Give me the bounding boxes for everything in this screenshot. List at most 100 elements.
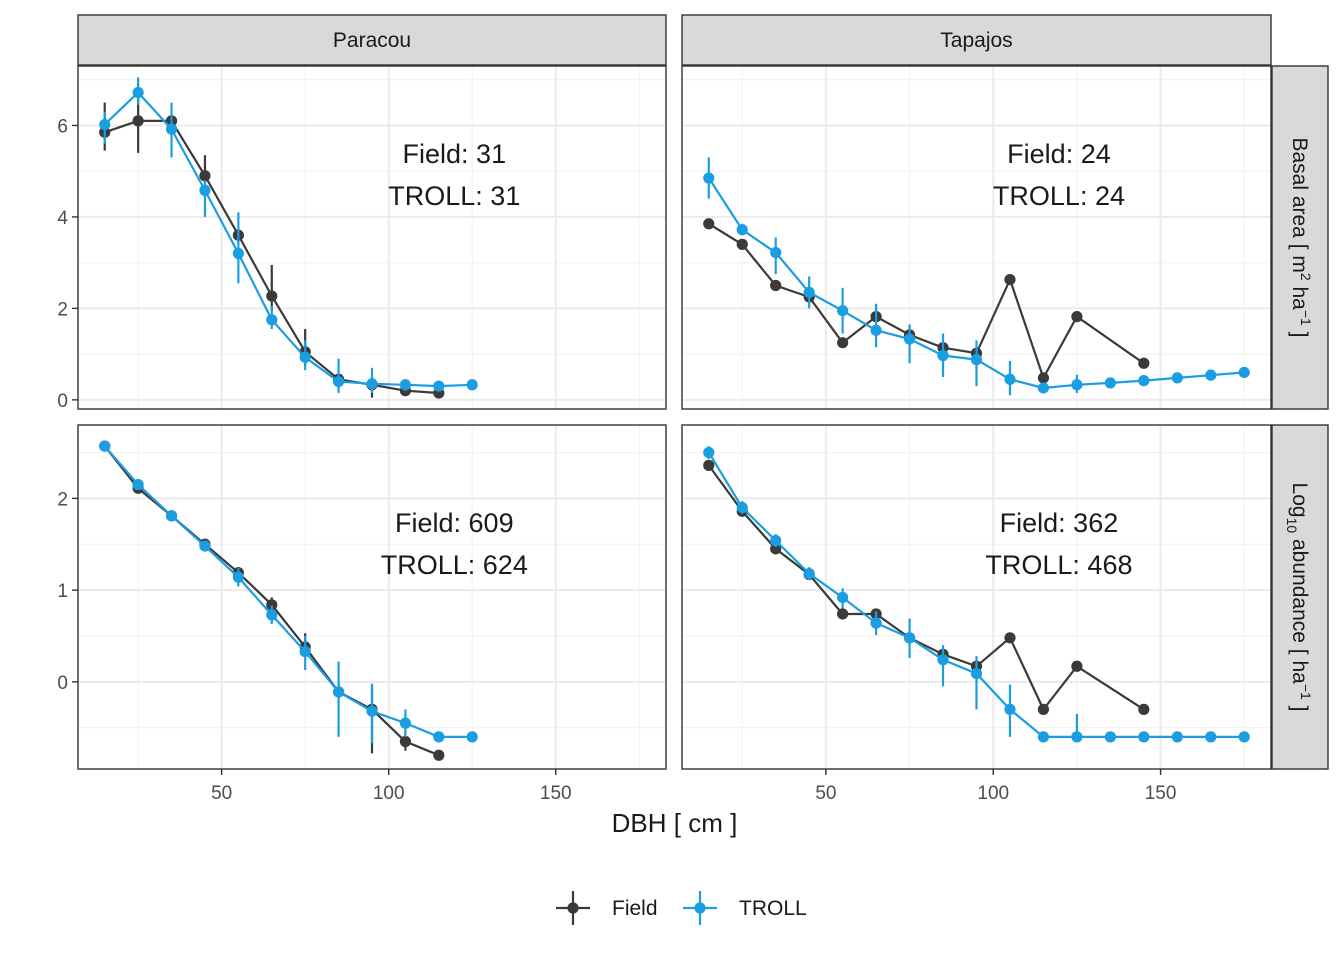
panel-border (681, 424, 1272, 770)
data-point-troll (770, 534, 782, 547)
data-point-troll (1004, 703, 1016, 715)
data-point-troll (937, 349, 949, 362)
data-point-field (837, 337, 849, 349)
data-point-field (266, 599, 278, 611)
legend-item-field: Field (556, 891, 658, 925)
x-tick-label: 50 (815, 783, 836, 804)
facet-strip-top (681, 14, 1272, 66)
strip-layer: Paracou Tapajos Basal area [ m2 ha−1 ] Log1… (77, 14, 1329, 770)
data-point-troll (332, 686, 345, 698)
legend-label: Field (612, 897, 658, 920)
data-point-troll (433, 380, 445, 392)
x-tick-label: 150 (1145, 783, 1177, 804)
data-point-field (1004, 632, 1016, 644)
data-point-field (703, 218, 715, 230)
data-point-field (1138, 357, 1150, 369)
panel-border (681, 65, 1272, 410)
data-point-field (770, 543, 782, 555)
x-axis-title: DBH [ cm ] (612, 808, 738, 838)
panel-annotation: Field: 362 (1000, 508, 1119, 538)
panel-background (78, 66, 666, 409)
panel-border (77, 424, 667, 770)
frame-layer (77, 65, 1272, 770)
data-point-troll (736, 501, 748, 514)
data-point-troll (903, 333, 916, 345)
data-point-troll (736, 224, 748, 236)
panel-background (682, 425, 1271, 769)
data-point-troll (1037, 382, 1050, 394)
data-point-troll (1171, 372, 1183, 384)
data-point-troll (703, 172, 715, 184)
data-point-troll (1071, 379, 1083, 391)
x-tick-label: 50 (211, 783, 232, 804)
data-point-field (1071, 311, 1083, 323)
series-layer (99, 77, 1250, 761)
annotation-layer: Field: 31 TROLL: 31 Field: 24 TROLL: 24 Fiel… (381, 139, 1133, 580)
data-point-troll (870, 617, 882, 629)
y-tick-label: 4 (57, 208, 68, 229)
panel-annotation: TROLL: 624 (381, 550, 528, 580)
legend-item-troll: TROLL (683, 891, 807, 925)
facet-strip-label: Log10 abundance [ ha−1 ] (1284, 483, 1314, 712)
data-point-troll (99, 118, 111, 131)
data-point-troll (165, 510, 178, 522)
series-line-troll (103, 445, 473, 739)
facet-strip-right (1271, 424, 1329, 770)
data-point-troll (1171, 731, 1183, 743)
panel-border (77, 65, 667, 410)
panel-annotation: Field: 24 (1007, 139, 1111, 169)
data-point-troll (466, 379, 478, 391)
data-point-troll (1037, 731, 1050, 743)
data-point-field (132, 115, 144, 127)
data-point-troll (1238, 366, 1250, 379)
data-point-field (199, 170, 211, 182)
data-point-field (1138, 703, 1150, 715)
data-point-troll (399, 379, 412, 391)
data-point-troll (299, 645, 311, 658)
data-point-field (1071, 660, 1083, 672)
y-tick-label: 2 (57, 299, 68, 320)
y-tick-label: 1 (57, 581, 68, 602)
axes-layer: 0 2 4 6 0 1 2 50 100 150 50 100 150 DBH [ cm ] (57, 116, 1176, 838)
panel-annotation: Field: 31 (403, 139, 507, 169)
data-point-troll (770, 246, 782, 259)
data-point-troll (1071, 731, 1083, 743)
panel-annotation: TROLL: 31 (388, 181, 520, 211)
data-point-troll (837, 305, 849, 317)
legend-label: TROLL (739, 897, 807, 920)
x-tick-label: 100 (977, 783, 1009, 804)
data-point-field (1037, 372, 1050, 384)
data-point-field (399, 735, 412, 748)
data-point-field (703, 459, 715, 471)
data-point-troll (299, 351, 311, 363)
y-tick-label: 6 (57, 116, 68, 137)
data-point-troll (366, 378, 378, 390)
data-point-troll (1238, 731, 1250, 743)
data-point-troll (803, 568, 815, 580)
panel-annotation: Field: 609 (395, 508, 514, 538)
data-point-troll (1138, 375, 1150, 387)
data-point-troll (366, 705, 378, 717)
y-tick-label: 2 (57, 489, 68, 510)
legend: Field TROLL (556, 891, 807, 925)
data-point-troll (466, 731, 478, 743)
data-point-troll (870, 324, 882, 336)
panel-annotation: TROLL: 24 (993, 181, 1125, 211)
data-point-troll (1004, 373, 1016, 385)
data-point-field (1037, 703, 1050, 715)
facet-strip-top (77, 14, 667, 66)
data-point-troll (970, 667, 983, 680)
facet-strip-label: Basal area [ m2 ha−1 ] (1288, 137, 1314, 337)
data-point-troll (703, 446, 715, 459)
data-point-troll (99, 440, 111, 452)
x-tick-label: 100 (373, 783, 405, 804)
data-point-troll (433, 731, 445, 743)
data-point-troll (1205, 731, 1217, 743)
data-point-field (266, 290, 278, 302)
data-point-troll (837, 591, 849, 604)
facet-strip-label: Tapajos (940, 29, 1012, 52)
data-point-troll (132, 86, 144, 99)
data-point-troll (1205, 369, 1217, 381)
data-point-troll (332, 375, 345, 388)
data-point-troll (266, 314, 278, 326)
